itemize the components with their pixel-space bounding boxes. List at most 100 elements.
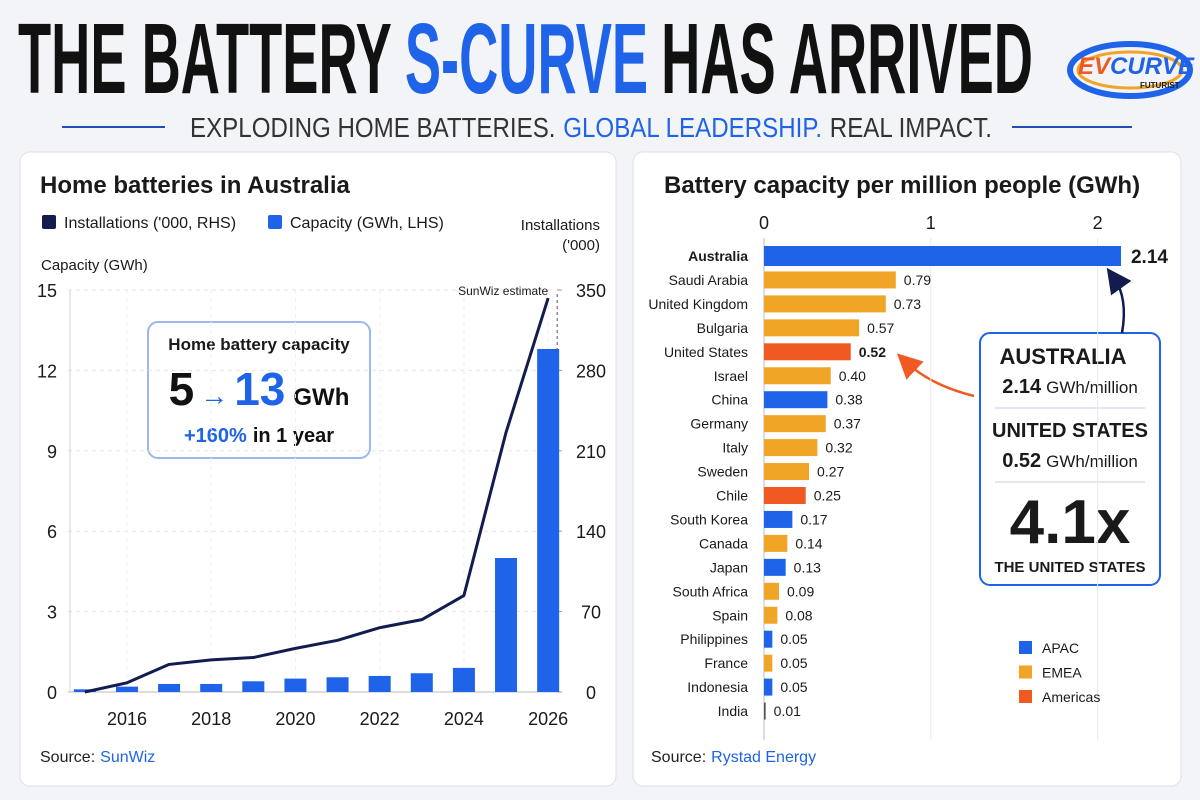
category-label: United Kingdom	[648, 296, 748, 312]
callout-name: AUSTRALIA	[999, 344, 1126, 369]
x-tick-label: 2	[1093, 213, 1103, 233]
callout-change-value: +160%	[184, 425, 247, 447]
subtitle-part: REAL IMPACT.	[830, 112, 992, 143]
value-label: 0.05	[780, 679, 807, 695]
y-tick-label: 0	[47, 683, 57, 703]
bar	[764, 678, 773, 696]
value-label: 0.79	[904, 272, 931, 288]
legend-label: APAC	[1042, 640, 1079, 656]
category-label: Indonesia	[687, 679, 748, 695]
annotation: SunWiz estimate	[458, 284, 548, 298]
source-name: SunWiz	[100, 749, 155, 766]
subtitle-part: EXPLODING HOME BATTERIES.	[190, 112, 556, 143]
value-label: 2.14	[1131, 247, 1168, 268]
logo-swoosh	[1067, 41, 1193, 99]
bar	[764, 391, 828, 409]
bar	[326, 677, 349, 692]
value-label: 0.73	[894, 296, 921, 312]
category-label: Israel	[714, 368, 748, 384]
value-label: 0.13	[794, 559, 821, 575]
callout-name: UNITED STATES	[992, 420, 1148, 442]
callout-change: +160% in 1 year	[184, 425, 334, 447]
logo-part: EV	[1078, 53, 1112, 80]
bar	[537, 348, 560, 692]
legend-swatch	[42, 215, 56, 229]
value-label: 0.38	[835, 392, 862, 408]
source-label: Source:	[40, 749, 95, 766]
bar	[764, 606, 778, 624]
callout-stat: 2.14 GWh/million	[1002, 376, 1138, 398]
bar	[764, 319, 860, 337]
logo-text: EVCURVE	[1078, 53, 1195, 80]
callout-value: 2.14	[1002, 376, 1042, 398]
y2-axis-label: Installations ('000)	[520, 217, 600, 254]
category-label: Philippines	[680, 631, 748, 647]
value-label: 0.32	[825, 440, 852, 456]
bar	[764, 558, 786, 576]
bar	[764, 295, 886, 313]
callout-unit: GWh/million	[1046, 452, 1138, 471]
legend-swatch	[1019, 665, 1032, 679]
y-axis-label: Capacity (GWh)	[41, 257, 148, 274]
bar	[764, 343, 851, 361]
bar	[200, 683, 223, 692]
source-label: Source:	[651, 749, 706, 766]
title-part: S-CURVE	[405, 3, 648, 115]
bar	[158, 683, 181, 692]
x-tick-label: 2022	[360, 709, 400, 729]
chart-title: Home batteries in Australia	[40, 172, 351, 199]
value-label: 0.27	[817, 464, 844, 480]
bar	[764, 439, 818, 457]
x-tick-label: 2024	[444, 709, 484, 729]
value-label: 0.08	[785, 607, 812, 623]
callout-unit: GWh/million	[1046, 378, 1138, 397]
bar	[764, 702, 766, 720]
logo: EVCURVE FUTURIST	[1067, 41, 1195, 99]
bar	[764, 534, 788, 552]
category-label: Spain	[712, 607, 748, 623]
category-label: Saudi Arabia	[669, 272, 749, 288]
value-label: 0.01	[774, 703, 801, 719]
logo-swoosh	[1076, 50, 1184, 90]
callout-from: 5	[169, 363, 195, 415]
callout-arrow: →	[200, 380, 228, 411]
x-tick-label: 1	[926, 213, 936, 233]
category-label: Sweden	[697, 464, 748, 480]
bar	[764, 271, 896, 289]
category-label: Japan	[710, 559, 748, 575]
category-label: South Korea	[670, 511, 748, 527]
legend-swatch	[1019, 690, 1032, 703]
x-tick-label: 0	[759, 213, 769, 233]
value-label: 0.52	[859, 344, 886, 360]
value-label: 0.17	[800, 511, 827, 527]
category-label: Canada	[699, 535, 748, 551]
source: Source: SunWiz	[40, 749, 155, 766]
bar	[368, 675, 391, 692]
value-label: 0.37	[834, 416, 861, 432]
value-label: 0.14	[795, 535, 822, 551]
value-label: 0.05	[780, 655, 807, 671]
source-name: Rystad Energy	[711, 749, 816, 766]
y2-tick-label: 210	[576, 442, 606, 462]
category-label: United States	[664, 344, 748, 360]
arrow	[1106, 267, 1132, 334]
callout-ratio: 4.1x	[1010, 488, 1131, 557]
panel	[19, 151, 617, 787]
bar	[764, 510, 793, 528]
bar	[410, 673, 433, 692]
y2-tick-label: 350	[576, 281, 606, 301]
legend-swatch	[268, 215, 282, 229]
arrow	[896, 353, 975, 398]
x-tick-label: 2018	[191, 709, 231, 729]
x-tick-label: 2026	[528, 709, 568, 729]
y-tick-label: 6	[47, 522, 57, 542]
callout-unit: GWh	[293, 384, 349, 411]
callout-box	[147, 321, 371, 459]
value-label: 0.05	[780, 631, 807, 647]
bar	[764, 246, 1121, 266]
callout-figure: 5 → 13 GWh	[169, 363, 350, 415]
category-label: China	[711, 392, 748, 408]
value-label: 0.57	[867, 320, 894, 336]
